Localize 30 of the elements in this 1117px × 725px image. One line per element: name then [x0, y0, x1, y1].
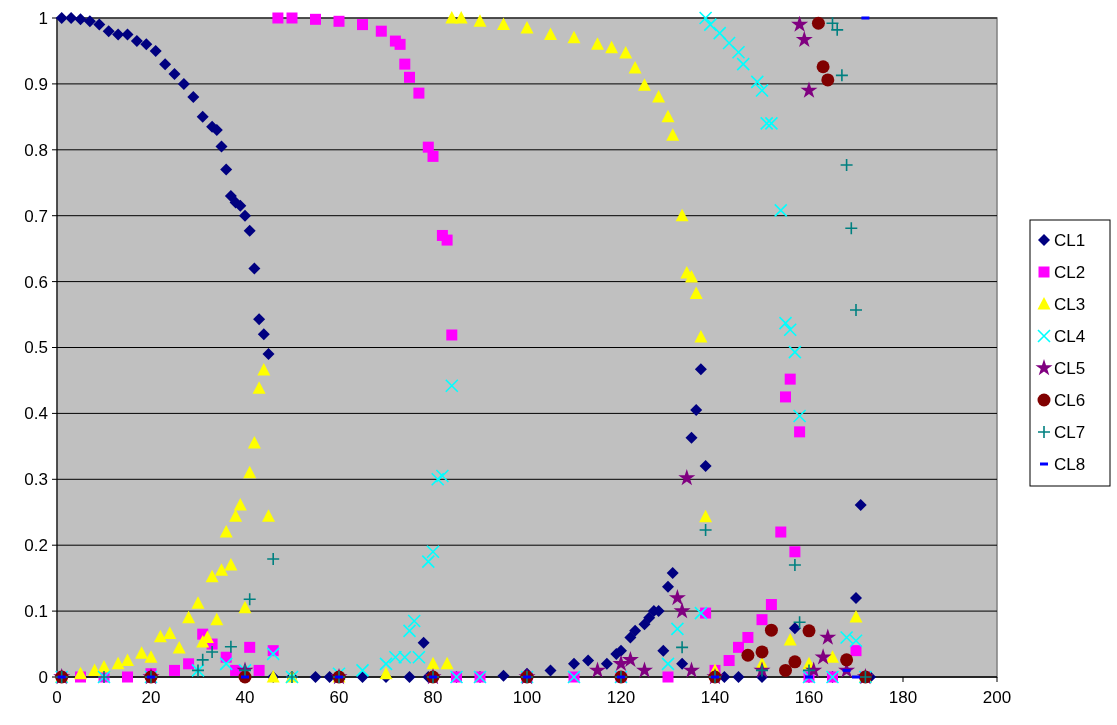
- x-tick-label: 0: [52, 688, 62, 707]
- y-tick-label: 0.3: [24, 470, 48, 490]
- y-tick-label: 0.6: [24, 272, 48, 292]
- y-tick-label: 0.8: [24, 140, 48, 160]
- x-tick-label: 80: [423, 688, 443, 707]
- legend-label: CL4: [1054, 326, 1086, 346]
- legend-label: CL3: [1054, 294, 1086, 314]
- x-tick-label: 60: [329, 688, 349, 707]
- x-tick-label: 100: [512, 688, 542, 707]
- y-tick-label: 0.4: [24, 404, 48, 424]
- legend-label: CL6: [1054, 390, 1086, 410]
- legend-label: CL2: [1054, 262, 1086, 282]
- y-tick-label: 0.1: [24, 602, 48, 622]
- legend-label: CL8: [1054, 454, 1086, 474]
- x-tick-label: 40: [235, 688, 255, 707]
- y-tick-label: 0.7: [24, 206, 48, 226]
- x-tick-label: 120: [606, 688, 636, 707]
- legend-label: CL7: [1054, 422, 1086, 442]
- y-tick-label: 0.2: [24, 536, 48, 556]
- legend-label: CL5: [1054, 358, 1086, 378]
- y-tick-label: 0.5: [24, 338, 48, 358]
- x-tick-label: 140: [700, 688, 730, 707]
- y-tick-label: 0.9: [24, 74, 48, 94]
- x-tick-label: 20: [141, 688, 161, 707]
- legend-label: CL1: [1054, 230, 1086, 250]
- x-tick-label: 200: [982, 688, 1012, 707]
- x-tick-label: 160: [794, 688, 824, 707]
- x-tick-label: 180: [888, 688, 918, 707]
- y-tick-label: 1: [38, 8, 48, 28]
- y-tick-label: 0: [38, 667, 48, 687]
